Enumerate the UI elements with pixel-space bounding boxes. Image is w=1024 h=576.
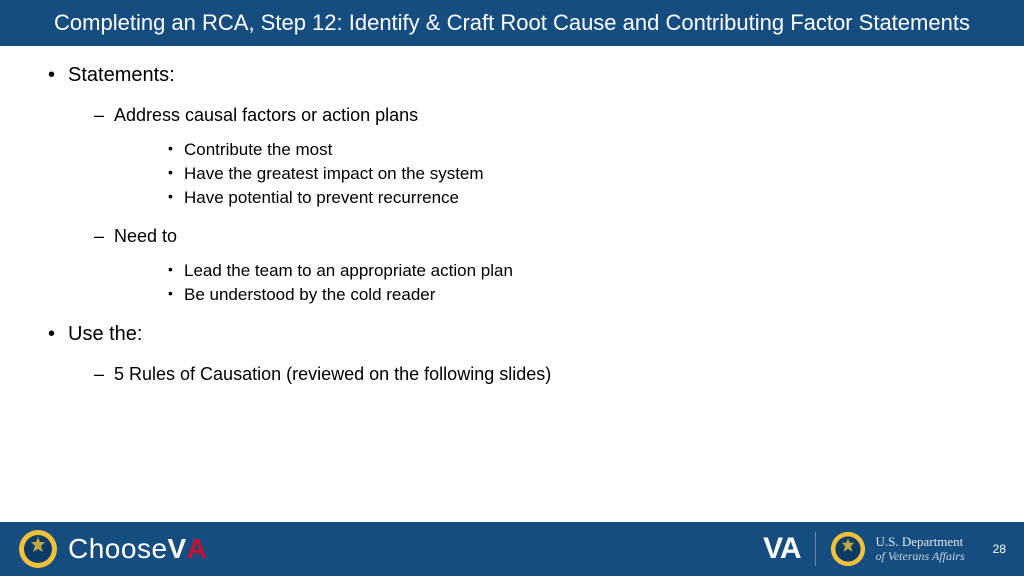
va-seal-icon-right <box>830 531 866 567</box>
list-item-text: 5 Rules of Causation (reviewed on the fo… <box>114 364 551 384</box>
choose-text: Choose <box>68 533 168 565</box>
list-item: Be understood by the cold reader <box>114 285 984 305</box>
footer-bar: Choose V A VA U.S. Department of Veteran… <box>0 522 1024 576</box>
list-item-text: Address causal factors or action plans <box>114 105 418 125</box>
va-seal-icon <box>18 529 58 569</box>
bullet-sublist: Address causal factors or action plans Co… <box>68 105 984 305</box>
list-item: 5 Rules of Causation (reviewed on the fo… <box>68 364 984 385</box>
slide-title: Completing an RCA, Step 12: Identify & C… <box>54 10 970 36</box>
choose-a: A <box>187 533 208 565</box>
list-item: Lead the team to an appropriate action p… <box>114 261 984 281</box>
slide-content: Statements: Address causal factors or act… <box>0 46 1024 576</box>
list-item: Need to Lead the team to an appropriate a… <box>68 226 984 305</box>
list-item: Statements: Address causal factors or act… <box>40 64 984 305</box>
list-item-text: Lead the team to an appropriate action p… <box>184 261 513 280</box>
page-number: 28 <box>993 542 1006 556</box>
choose-va-logo: Choose V A <box>68 533 207 565</box>
list-item: Address causal factors or action plans Co… <box>68 105 984 208</box>
bullet-sublist: Contribute the most Have the greatest imp… <box>114 140 984 208</box>
va-mark: VA <box>763 532 800 566</box>
list-item: Have the greatest impact on the system <box>114 164 984 184</box>
bullet-list: Statements: Address causal factors or act… <box>40 64 984 385</box>
footer-divider <box>815 532 816 566</box>
dept-line1: U.S. Department <box>876 535 965 550</box>
slide: Completing an RCA, Step 12: Identify & C… <box>0 0 1024 576</box>
dept-line2: of Veterans Affairs <box>876 550 965 564</box>
dept-label: U.S. Department of Veterans Affairs <box>876 535 965 564</box>
choose-v: V <box>168 533 187 565</box>
bullet-sublist: 5 Rules of Causation (reviewed on the fo… <box>68 364 984 385</box>
title-bar: Completing an RCA, Step 12: Identify & C… <box>0 0 1024 46</box>
list-item-text: Have the greatest impact on the system <box>184 164 484 183</box>
list-item: Have potential to prevent recurrence <box>114 188 984 208</box>
list-item-text: Contribute the most <box>184 140 332 159</box>
list-item: Contribute the most <box>114 140 984 160</box>
list-item-text: Have potential to prevent recurrence <box>184 188 459 207</box>
list-item-text: Statements: <box>68 64 175 86</box>
list-item-text: Use the: <box>68 323 142 345</box>
list-item-text: Need to <box>114 226 177 246</box>
bullet-sublist: Lead the team to an appropriate action p… <box>114 261 984 305</box>
list-item-text: Be understood by the cold reader <box>184 285 435 304</box>
list-item: Use the: 5 Rules of Causation (reviewed o… <box>40 323 984 385</box>
